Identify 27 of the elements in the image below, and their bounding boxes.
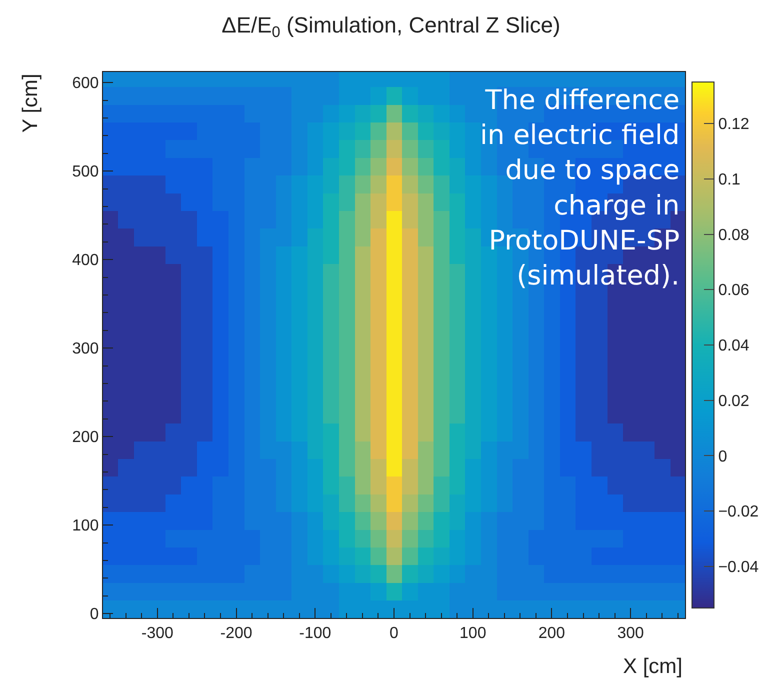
color-bar-label: 0.1 — [718, 171, 741, 188]
x-tick-label: 100 — [460, 625, 486, 642]
x-tick-label: 200 — [538, 625, 566, 642]
x-tick-label: -200 — [220, 625, 252, 642]
y-tick-label: 600 — [72, 75, 99, 92]
y-tick-label: 300 — [72, 340, 99, 358]
color-bar-label: 0 — [718, 448, 728, 466]
x-tick-label: 300 — [617, 625, 644, 642]
x-tick-label: -300 — [141, 625, 174, 642]
color-bar-label: −0.02 — [718, 504, 759, 521]
color-bar-label: −0.04 — [718, 559, 759, 576]
color-bar-label: 0.08 — [718, 226, 750, 244]
color-bar-label: 0.12 — [718, 116, 750, 134]
x-tick-label: -100 — [299, 625, 332, 642]
y-tick-label: 200 — [72, 429, 99, 446]
y-tick-label: 100 — [72, 518, 99, 535]
x-tick-label: 0 — [390, 625, 399, 642]
color-bar-label: 0.02 — [718, 392, 750, 410]
y-tick-label: 500 — [72, 164, 99, 181]
x-axis-title: X [cm] — [623, 655, 683, 678]
color-bar-label: 0.06 — [718, 282, 750, 300]
y-tick-label: 400 — [72, 252, 99, 270]
y-tick-label: 0 — [90, 606, 99, 624]
color-bar-label: 0.04 — [718, 338, 750, 355]
chart-title: ΔE/E$_{0}$ (Simulation, Central Z Slice) — [222, 12, 560, 42]
y-axis-title: Y [cm] — [18, 74, 42, 133]
annotation: The difference in electric field due to space charge in ProtoDUNE-SP (simulated). — [480, 85, 680, 292]
